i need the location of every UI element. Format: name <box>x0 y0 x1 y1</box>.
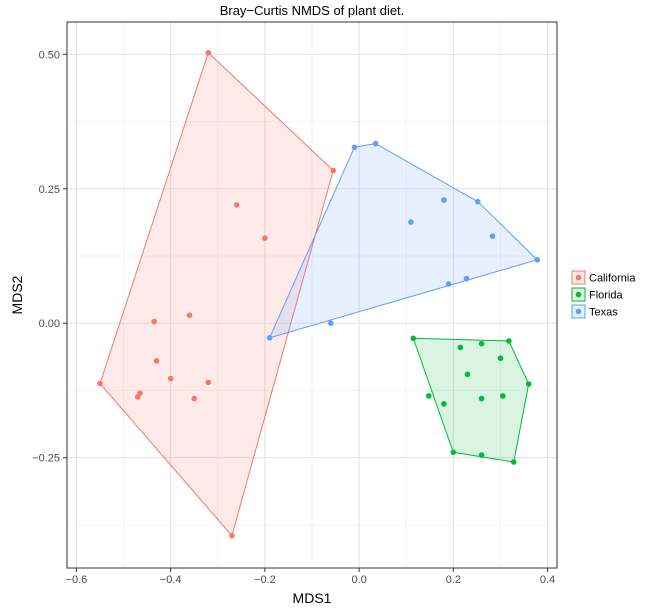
point-california <box>151 319 157 325</box>
point-california <box>262 235 268 241</box>
point-florida <box>479 396 485 402</box>
point-texas <box>490 233 496 239</box>
point-florida <box>479 452 485 458</box>
x-tick-label: −0.6 <box>66 574 88 586</box>
point-california <box>154 358 160 364</box>
x-axis-label: MDS1 <box>293 590 332 606</box>
point-florida <box>441 401 447 407</box>
point-florida <box>506 338 512 344</box>
point-florida <box>479 341 485 347</box>
point-texas <box>534 257 540 263</box>
point-california <box>168 376 174 382</box>
legend-marker-texas <box>576 309 582 315</box>
point-california <box>229 533 235 539</box>
x-tick-label: −0.4 <box>160 574 182 586</box>
legend-label-texas: Texas <box>589 307 618 319</box>
point-florida <box>465 372 471 378</box>
x-tick-label: −0.2 <box>254 574 276 586</box>
point-california <box>191 396 197 402</box>
chart-title: Bray−Curtis NMDS of plant diet. <box>220 3 405 18</box>
point-california <box>330 168 336 174</box>
point-texas <box>446 281 452 287</box>
x-tick-label: 0.2 <box>446 574 461 586</box>
point-california <box>206 380 212 386</box>
point-texas <box>464 276 470 282</box>
point-texas <box>373 141 379 147</box>
point-texas <box>352 145 358 151</box>
point-california <box>234 202 240 208</box>
point-california <box>135 394 141 400</box>
y-tick-label: 0.25 <box>39 184 60 196</box>
legend-marker-florida <box>576 292 582 298</box>
point-florida <box>458 345 464 351</box>
y-tick-label: 0.00 <box>39 318 60 330</box>
legend-marker-california <box>576 275 582 281</box>
point-florida <box>451 450 457 456</box>
x-tick-label: 0.4 <box>540 574 555 586</box>
point-california <box>187 312 193 318</box>
point-florida <box>500 393 506 399</box>
point-california <box>97 381 103 387</box>
point-texas <box>441 197 447 203</box>
y-tick-label: 0.50 <box>39 49 60 61</box>
point-california <box>206 50 212 56</box>
point-texas <box>475 199 481 205</box>
y-tick-label: −0.25 <box>32 453 60 465</box>
point-florida <box>511 459 517 465</box>
point-texas <box>408 219 414 225</box>
x-tick-label: 0.0 <box>351 574 366 586</box>
point-florida <box>426 393 432 399</box>
point-texas <box>267 335 273 341</box>
point-texas <box>328 320 334 326</box>
y-axis-label: MDS2 <box>9 275 25 314</box>
point-florida <box>526 381 532 387</box>
legend-label-california: California <box>589 273 636 285</box>
legend-label-florida: Florida <box>589 290 624 302</box>
point-florida <box>411 336 417 342</box>
point-florida <box>498 355 504 361</box>
